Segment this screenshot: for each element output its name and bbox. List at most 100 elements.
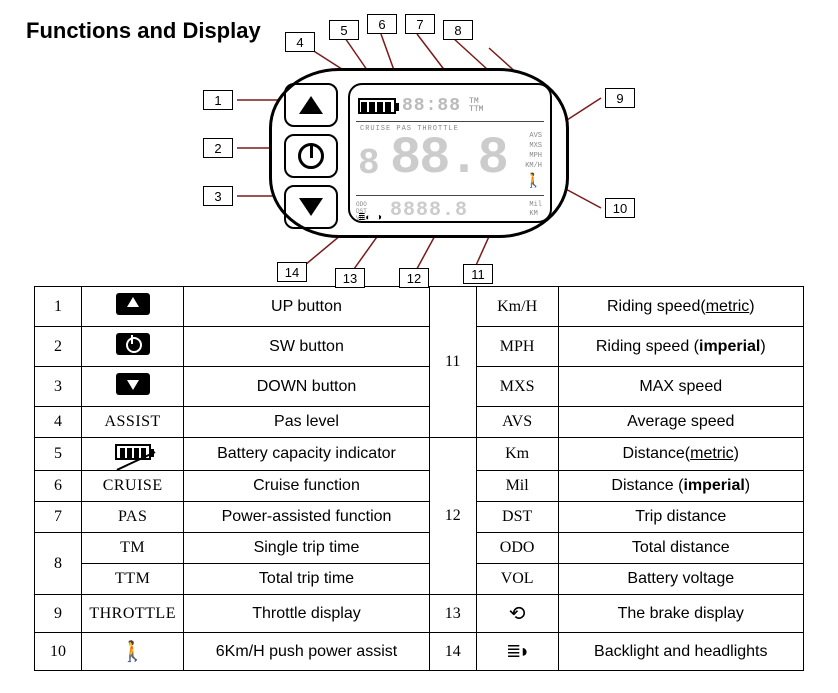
cell-num2: 11 (429, 287, 476, 438)
table-row: TTMTotal trip timeVOLBattery voltage (35, 564, 804, 595)
cell-desc2: The brake display (558, 595, 803, 633)
table-row: 2 SW button MPHRiding speed (imperial) (35, 327, 804, 367)
table-row: 8TMSingle trip timeODOTotal distance (35, 533, 804, 564)
cell-symbol2: ⟲ (476, 595, 558, 633)
cell-symbol2: MPH (476, 327, 558, 367)
cell-num: 4 (35, 407, 82, 438)
cell-desc: Battery capacity indicator (184, 438, 429, 471)
cell-symbol2: Km/H (476, 287, 558, 327)
table-row: 1UP button11Km/HRiding speed(metric) (35, 287, 804, 327)
callout-5: 5 (329, 20, 359, 40)
callout-13: 13 (335, 268, 365, 288)
cell-desc: Throttle display (184, 595, 429, 633)
cell-desc2: Battery voltage (558, 564, 803, 595)
cell-symbol (82, 287, 184, 327)
table-row: 5Battery capacity indicator12KmDistance(… (35, 438, 804, 471)
cell-symbol2: Km (476, 438, 558, 471)
cell-desc2: Backlight and headlights (558, 633, 803, 671)
triangle-down-icon (299, 198, 323, 216)
cell-symbol: CRUISE (82, 471, 184, 502)
cell-desc: Total trip time (184, 564, 429, 595)
cell-desc2: MAX speed (558, 367, 803, 407)
callout-14: 14 (277, 262, 307, 282)
callout-9: 9 (605, 88, 635, 108)
speed-display: 88.8 (390, 129, 507, 188)
display-device: 88:88 TM TTM CRUISE PAS THROTTLE 8 88.8 … (269, 68, 569, 238)
table-row: 3 DOWN button MXSMAX speed (35, 367, 804, 407)
cell-desc2: Trip distance (558, 502, 803, 533)
cell-desc2: Total distance (558, 533, 803, 564)
cell-num: 6 (35, 471, 82, 502)
cell-symbol2: ODO (476, 533, 558, 564)
table-row: 9THROTTLEThrottle display13 ⟲ The brake di… (35, 595, 804, 633)
cell-num2: 13 (429, 595, 476, 633)
cell-symbol: 🚶 (82, 633, 184, 671)
legend-table: 1UP button11Km/HRiding speed(metric)2 SW … (34, 286, 804, 671)
lcd-screen: 88:88 TM TTM CRUISE PAS THROTTLE 8 88.8 … (348, 83, 552, 223)
cell-desc: DOWN button (184, 367, 429, 407)
cell-desc: SW button (184, 327, 429, 367)
brake-icon: ◑ (376, 213, 382, 224)
cell-symbol (82, 327, 184, 367)
cell-symbol (82, 438, 184, 471)
callout-4: 4 (285, 32, 315, 52)
walker-icon: 🚶 (120, 641, 145, 663)
cell-desc: Pas level (184, 407, 429, 438)
kmh-label: KM/H (525, 161, 542, 171)
cell-symbol: PAS (82, 502, 184, 533)
cell-desc: Cruise function (184, 471, 429, 502)
cell-symbol2: VOL (476, 564, 558, 595)
callout-1: 1 (203, 90, 233, 110)
pas-digit: 8 (358, 143, 380, 184)
cell-symbol2: MXS (476, 367, 558, 407)
cell-desc2: Average speed (558, 407, 803, 438)
callout-11: 11 (463, 264, 493, 284)
callout-10: 10 (605, 198, 635, 218)
table-row: 4ASSISTPas level AVSAverage speed (35, 407, 804, 438)
bottom-value: 8888.8 (390, 199, 468, 222)
cell-num: 7 (35, 502, 82, 533)
odo-label: ODO (356, 201, 367, 208)
cell-symbol: TM (82, 533, 184, 564)
callout-6: 6 (367, 14, 397, 34)
cell-num: 10 (35, 633, 82, 671)
brake-glyph-icon: ⟲ (509, 603, 526, 625)
callout-12: 12 (399, 268, 429, 288)
cell-symbol2: DST (476, 502, 558, 533)
up-button[interactable] (284, 83, 338, 127)
ttm-label: TTM (469, 106, 483, 114)
cell-desc2: Distance (imperial) (558, 471, 803, 502)
down-button[interactable] (284, 185, 338, 229)
cell-desc2: Riding speed (imperial) (558, 327, 803, 367)
cell-num: 2 (35, 327, 82, 367)
power-button[interactable] (284, 134, 338, 178)
clock-display: 88:88 (402, 96, 461, 116)
cell-desc: Power-assisted function (184, 502, 429, 533)
cell-num2: 12 (429, 438, 476, 595)
triangle-up-icon (299, 96, 323, 114)
table-row: 10🚶6Km/H push power assist14≣◗Backlight … (35, 633, 804, 671)
callout-2: 2 (203, 138, 233, 158)
cell-num: 5 (35, 438, 82, 471)
cell-num: 8 (35, 533, 82, 595)
avs-label: AVS (525, 131, 542, 141)
cell-desc: Single trip time (184, 533, 429, 564)
callout-8: 8 (443, 20, 473, 40)
up-chip-icon (116, 293, 150, 315)
display-diagram: 1 2 3 4 5 6 7 8 9 10 11 12 13 14 88:88 T… (149, 20, 689, 280)
battery-icon (358, 98, 396, 114)
callout-3: 3 (203, 186, 233, 206)
mxs-label: MXS (525, 141, 542, 151)
cell-symbol2: Mil (476, 471, 558, 502)
power-icon (298, 143, 324, 169)
cell-num: 9 (35, 595, 82, 633)
cell-symbol: THROTTLE (82, 595, 184, 633)
cell-num: 3 (35, 367, 82, 407)
callout-7: 7 (405, 14, 435, 34)
down-chip-icon (116, 373, 150, 395)
cell-symbol: ASSIST (82, 407, 184, 438)
cell-symbol2: AVS (476, 407, 558, 438)
cell-desc2: Distance(metric) (558, 438, 803, 471)
mph-label: MPH (525, 151, 542, 161)
table-row: 6CRUISECruise function MilDistance (imper… (35, 471, 804, 502)
